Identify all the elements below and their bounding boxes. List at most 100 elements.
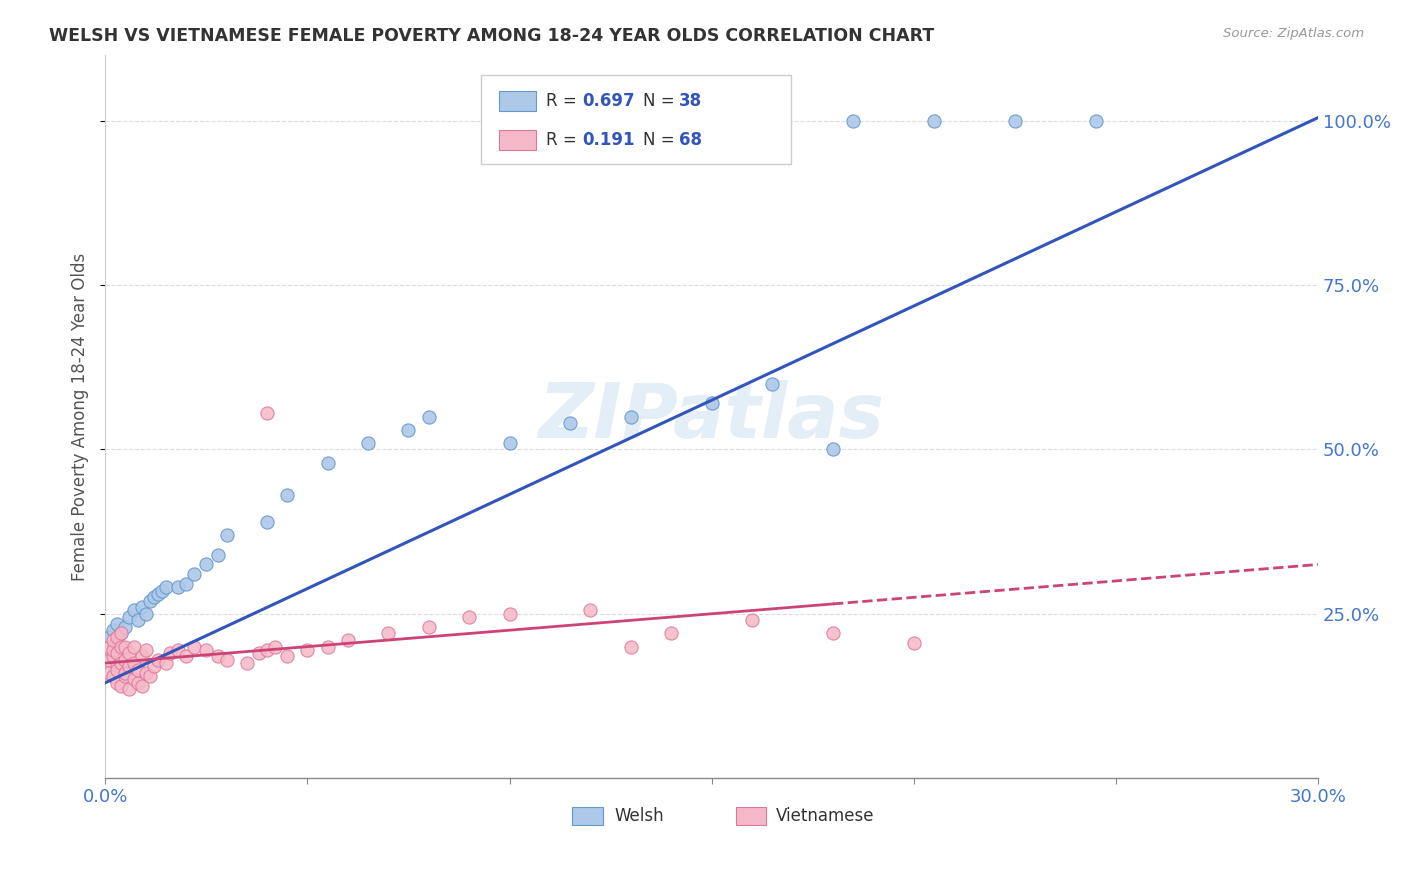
- Text: Vietnamese: Vietnamese: [776, 807, 875, 825]
- Point: [458, 610, 481, 624]
- Point: [105, 616, 128, 631]
- Point: [297, 643, 319, 657]
- Point: [122, 640, 145, 654]
- Bar: [735, 807, 766, 825]
- Point: [207, 548, 229, 562]
- Point: [142, 591, 165, 605]
- Point: [264, 640, 287, 654]
- Point: [118, 610, 141, 624]
- Point: [138, 669, 160, 683]
- Point: [110, 679, 132, 693]
- Point: [127, 663, 149, 677]
- Point: [579, 603, 602, 617]
- Point: [842, 113, 865, 128]
- Point: [336, 633, 359, 648]
- Bar: [572, 807, 603, 825]
- Point: [103, 643, 125, 657]
- Point: [131, 649, 153, 664]
- Point: [215, 528, 238, 542]
- Point: [98, 653, 121, 667]
- Point: [127, 675, 149, 690]
- Text: Welsh: Welsh: [614, 807, 664, 825]
- Point: [821, 626, 844, 640]
- Point: [418, 409, 440, 424]
- Point: [131, 600, 153, 615]
- Point: [207, 649, 229, 664]
- Point: [114, 620, 136, 634]
- FancyBboxPatch shape: [481, 76, 790, 163]
- Point: [110, 656, 132, 670]
- Point: [110, 626, 132, 640]
- Point: [114, 669, 136, 683]
- Point: [700, 396, 723, 410]
- Point: [761, 376, 783, 391]
- Point: [105, 630, 128, 644]
- Point: [135, 665, 157, 680]
- Point: [659, 626, 682, 640]
- Point: [122, 656, 145, 670]
- Point: [741, 613, 763, 627]
- Point: [256, 515, 278, 529]
- Point: [138, 593, 160, 607]
- Point: [215, 653, 238, 667]
- Point: [135, 607, 157, 621]
- Point: [316, 640, 339, 654]
- Bar: [499, 91, 536, 112]
- Point: [276, 488, 298, 502]
- Point: [146, 587, 169, 601]
- Point: [127, 613, 149, 627]
- Point: [118, 659, 141, 673]
- Point: [110, 626, 132, 640]
- Point: [247, 646, 270, 660]
- Point: [316, 456, 339, 470]
- Point: [150, 583, 173, 598]
- Bar: [499, 130, 536, 150]
- Point: [146, 653, 169, 667]
- Text: 38: 38: [679, 92, 702, 111]
- Text: 0.697: 0.697: [582, 92, 634, 111]
- Point: [98, 665, 121, 680]
- Point: [276, 649, 298, 664]
- Point: [498, 607, 520, 621]
- Point: [114, 640, 136, 654]
- Point: [195, 558, 218, 572]
- Point: [98, 630, 121, 644]
- Point: [98, 640, 121, 654]
- Point: [122, 673, 145, 687]
- Point: [103, 633, 125, 648]
- Point: [103, 624, 125, 638]
- Point: [195, 643, 218, 657]
- Text: N =: N =: [643, 131, 679, 149]
- Point: [118, 646, 141, 660]
- Point: [142, 659, 165, 673]
- Point: [155, 656, 177, 670]
- Text: R =: R =: [546, 92, 582, 111]
- Point: [155, 581, 177, 595]
- Point: [174, 577, 197, 591]
- Point: [167, 581, 190, 595]
- Point: [398, 423, 420, 437]
- Point: [105, 663, 128, 677]
- Point: [903, 636, 925, 650]
- Point: [167, 643, 190, 657]
- Point: [560, 416, 582, 430]
- Text: 0.191: 0.191: [582, 131, 634, 149]
- Point: [183, 567, 205, 582]
- Text: 68: 68: [679, 131, 702, 149]
- Point: [131, 679, 153, 693]
- Text: ZIPatlas: ZIPatlas: [538, 380, 884, 454]
- Point: [105, 646, 128, 660]
- Point: [1084, 113, 1107, 128]
- Point: [377, 626, 399, 640]
- Point: [114, 653, 136, 667]
- Text: R =: R =: [546, 131, 582, 149]
- Point: [159, 646, 181, 660]
- Point: [620, 640, 643, 654]
- Y-axis label: Female Poverty Among 18-24 Year Olds: Female Poverty Among 18-24 Year Olds: [72, 252, 89, 581]
- Point: [357, 436, 380, 450]
- Point: [256, 406, 278, 420]
- Point: [103, 649, 125, 664]
- Point: [105, 659, 128, 673]
- Point: [174, 649, 197, 664]
- Point: [103, 669, 125, 683]
